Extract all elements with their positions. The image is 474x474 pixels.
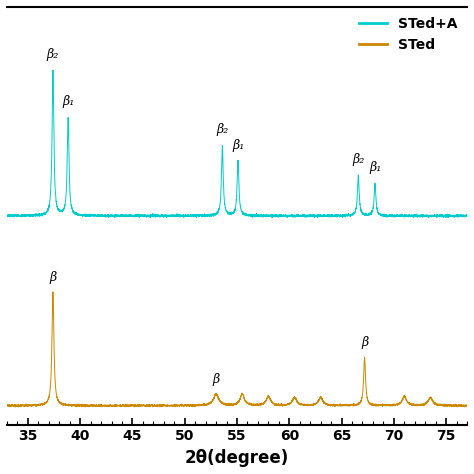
Text: β: β: [49, 271, 56, 284]
X-axis label: 2θ(degree): 2θ(degree): [185, 449, 289, 467]
Text: β₂: β₂: [47, 48, 59, 61]
Text: β₁: β₁: [369, 161, 381, 173]
Legend: STed+A, STed: STed+A, STed: [354, 11, 463, 57]
Text: β: β: [212, 374, 220, 386]
Text: β₂: β₂: [352, 153, 365, 165]
Text: β₂: β₂: [216, 123, 228, 136]
Text: β: β: [361, 337, 368, 349]
Text: β₁: β₁: [232, 138, 244, 152]
Text: β₁: β₁: [62, 95, 74, 109]
